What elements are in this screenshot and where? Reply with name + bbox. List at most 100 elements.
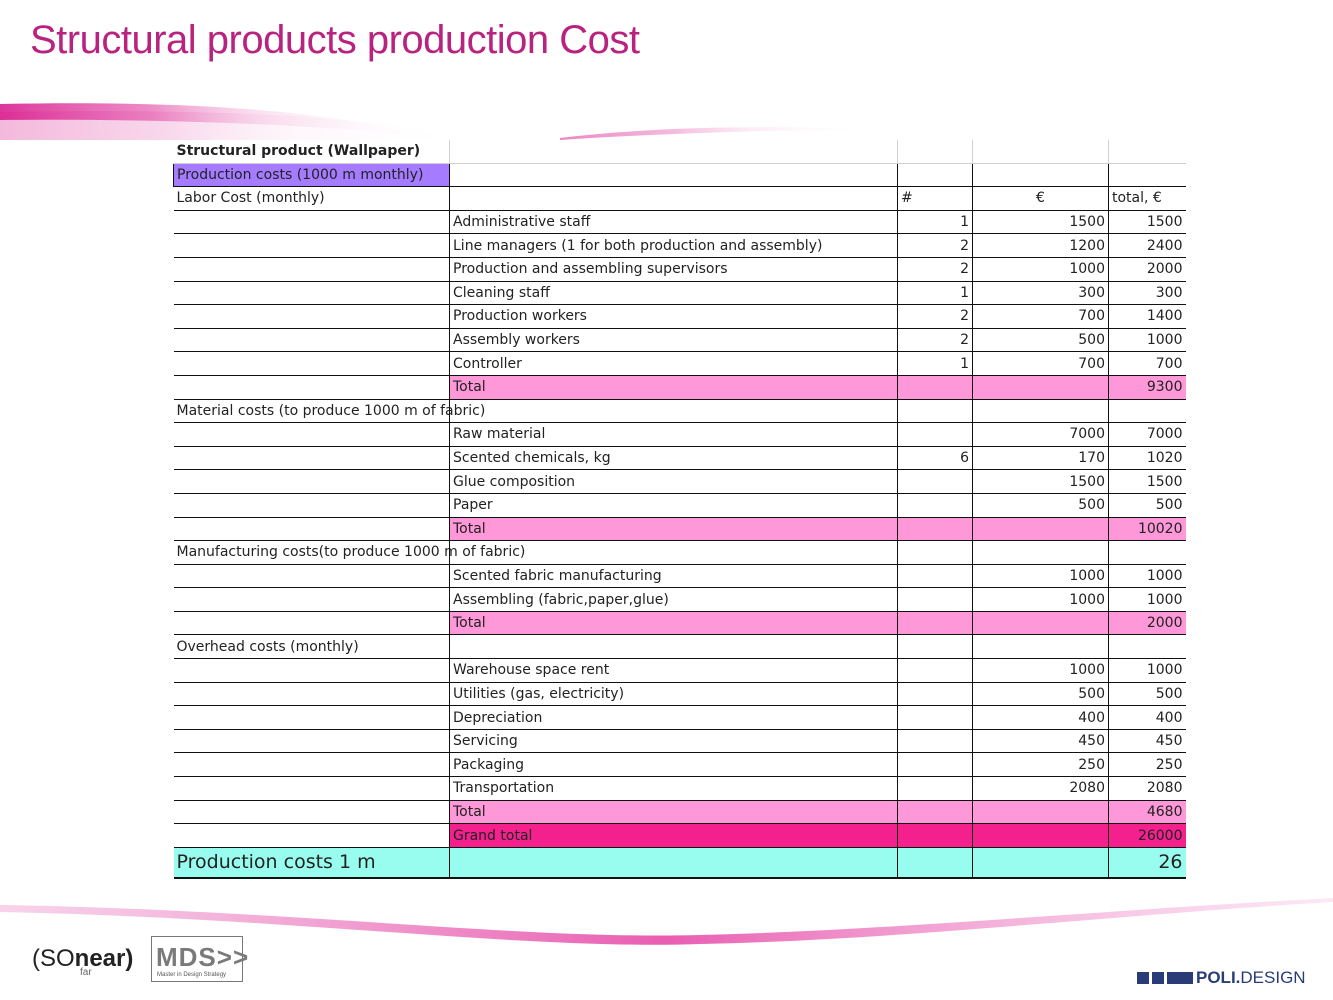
row-label [173, 304, 450, 329]
unit-cost: 500 [972, 493, 1109, 518]
item-name: Warehouse space rent [449, 658, 898, 683]
table-row: Total 4680 [173, 800, 1186, 825]
row-label [173, 446, 450, 471]
square-icon [1167, 972, 1193, 984]
row-label [173, 800, 450, 825]
total-cost: total, € [1108, 186, 1186, 211]
unit-cost [972, 140, 1109, 164]
quantity: 1 [897, 351, 973, 376]
unit-cost: 400 [972, 705, 1109, 730]
table-row: Line managers (1 for both production and… [173, 233, 1186, 258]
row-label [173, 611, 450, 636]
quantity [897, 658, 973, 683]
item-name [449, 540, 898, 565]
square-icon [1152, 972, 1164, 984]
item-name: Transportation [449, 776, 898, 801]
mds-logo-mark: MDS>> [156, 942, 250, 972]
quantity: 2 [897, 257, 973, 282]
table-row: Cleaning staff 1 300 300 [173, 281, 1186, 306]
item-name: Glue composition [449, 469, 898, 494]
unit-cost: 1000 [972, 257, 1109, 282]
total-cost [1108, 540, 1186, 565]
quantity [897, 422, 973, 447]
unit-cost [972, 847, 1109, 879]
table-row: Paper 500 500 [173, 493, 1186, 518]
row-label [173, 469, 450, 494]
item-name: Scented chemicals, kg [449, 446, 898, 471]
table-row: Structural product (Wallpaper) [173, 140, 1186, 164]
total-cost [1108, 163, 1186, 188]
quantity [897, 776, 973, 801]
table-row: Material costs (to produce 1000 m of fab… [173, 399, 1186, 424]
table-row: Assembling (fabric,paper,glue) 1000 1000 [173, 587, 1186, 612]
row-label [173, 257, 450, 282]
total-cost: 2400 [1108, 233, 1186, 258]
quantity: # [897, 186, 973, 211]
total-cost: 2000 [1108, 611, 1186, 636]
table-row: Labor Cost (monthly) # € total, € [173, 186, 1186, 211]
unit-cost: 1000 [972, 658, 1109, 683]
table-row: Production and assembling supervisors 2 10… [173, 257, 1186, 282]
total-cost: 300 [1108, 281, 1186, 306]
table-row: Transportation 2080 2080 [173, 776, 1186, 801]
quantity: 6 [897, 446, 973, 471]
item-name: Scented fabric manufacturing [449, 564, 898, 589]
row-label [173, 493, 450, 518]
quantity [897, 587, 973, 612]
item-name: Assembling (fabric,paper,glue) [449, 587, 898, 612]
quantity [897, 800, 973, 825]
item-name: Line managers (1 for both production and… [449, 233, 898, 258]
polidesign-logo-rest: DESIGN [1240, 968, 1306, 987]
quantity [897, 564, 973, 589]
item-name [449, 140, 898, 164]
item-name: Production and assembling supervisors [449, 257, 898, 282]
unit-cost: 1200 [972, 233, 1109, 258]
quantity [897, 634, 973, 660]
unit-cost: 700 [972, 304, 1109, 329]
quantity [897, 540, 973, 565]
total-cost: 9300 [1108, 375, 1186, 400]
total-cost: 2000 [1108, 257, 1186, 282]
total-cost: 2080 [1108, 776, 1186, 801]
unit-cost [972, 823, 1109, 848]
row-label [173, 776, 450, 801]
item-name: Utilities (gas, electricity) [449, 682, 898, 707]
quantity [897, 729, 973, 754]
total-cost [1108, 140, 1186, 164]
row-label [173, 422, 450, 447]
polidesign-logo: POLI.DESIGN [1137, 968, 1306, 988]
total-cost: 400 [1108, 705, 1186, 730]
total-cost: 4680 [1108, 800, 1186, 825]
total-cost: 7000 [1108, 422, 1186, 447]
total-cost: 1000 [1108, 587, 1186, 612]
unit-cost [972, 399, 1109, 424]
unit-cost: 1500 [972, 469, 1109, 494]
total-cost: 500 [1108, 682, 1186, 707]
unit-cost [972, 375, 1109, 400]
total-cost: 1400 [1108, 304, 1186, 329]
unit-cost: 7000 [972, 422, 1109, 447]
table-row: Packaging 250 250 [173, 752, 1186, 778]
table-row: Utilities (gas, electricity) 500 500 [173, 682, 1186, 707]
unit-cost: 170 [972, 446, 1109, 471]
table-row: Production costs (1000 m monthly) [173, 162, 1186, 188]
sonear-logo-main: (SO [32, 945, 75, 972]
total-cost: 1000 [1108, 564, 1186, 589]
slide-title: Structural products production Cost [30, 18, 640, 62]
item-name: Total [449, 611, 898, 636]
row-label: Material costs (to produce 1000 m of fab… [173, 399, 485, 424]
table-row: Administrative staff 1 1500 1500 [173, 210, 1186, 235]
item-name [449, 847, 898, 879]
quantity [897, 140, 973, 164]
table-row: Total 2000 [173, 611, 1186, 636]
square-icon [1137, 972, 1149, 984]
quantity [897, 163, 973, 188]
item-name: Administrative staff [449, 210, 898, 235]
row-label [173, 729, 450, 754]
table-row: Total 10020 [173, 517, 1186, 542]
table-row: Production workers 2 700 1400 [173, 304, 1186, 329]
row-label [173, 705, 450, 730]
quantity [897, 847, 973, 879]
table-row: Production costs 1 m 26 [173, 847, 1186, 879]
